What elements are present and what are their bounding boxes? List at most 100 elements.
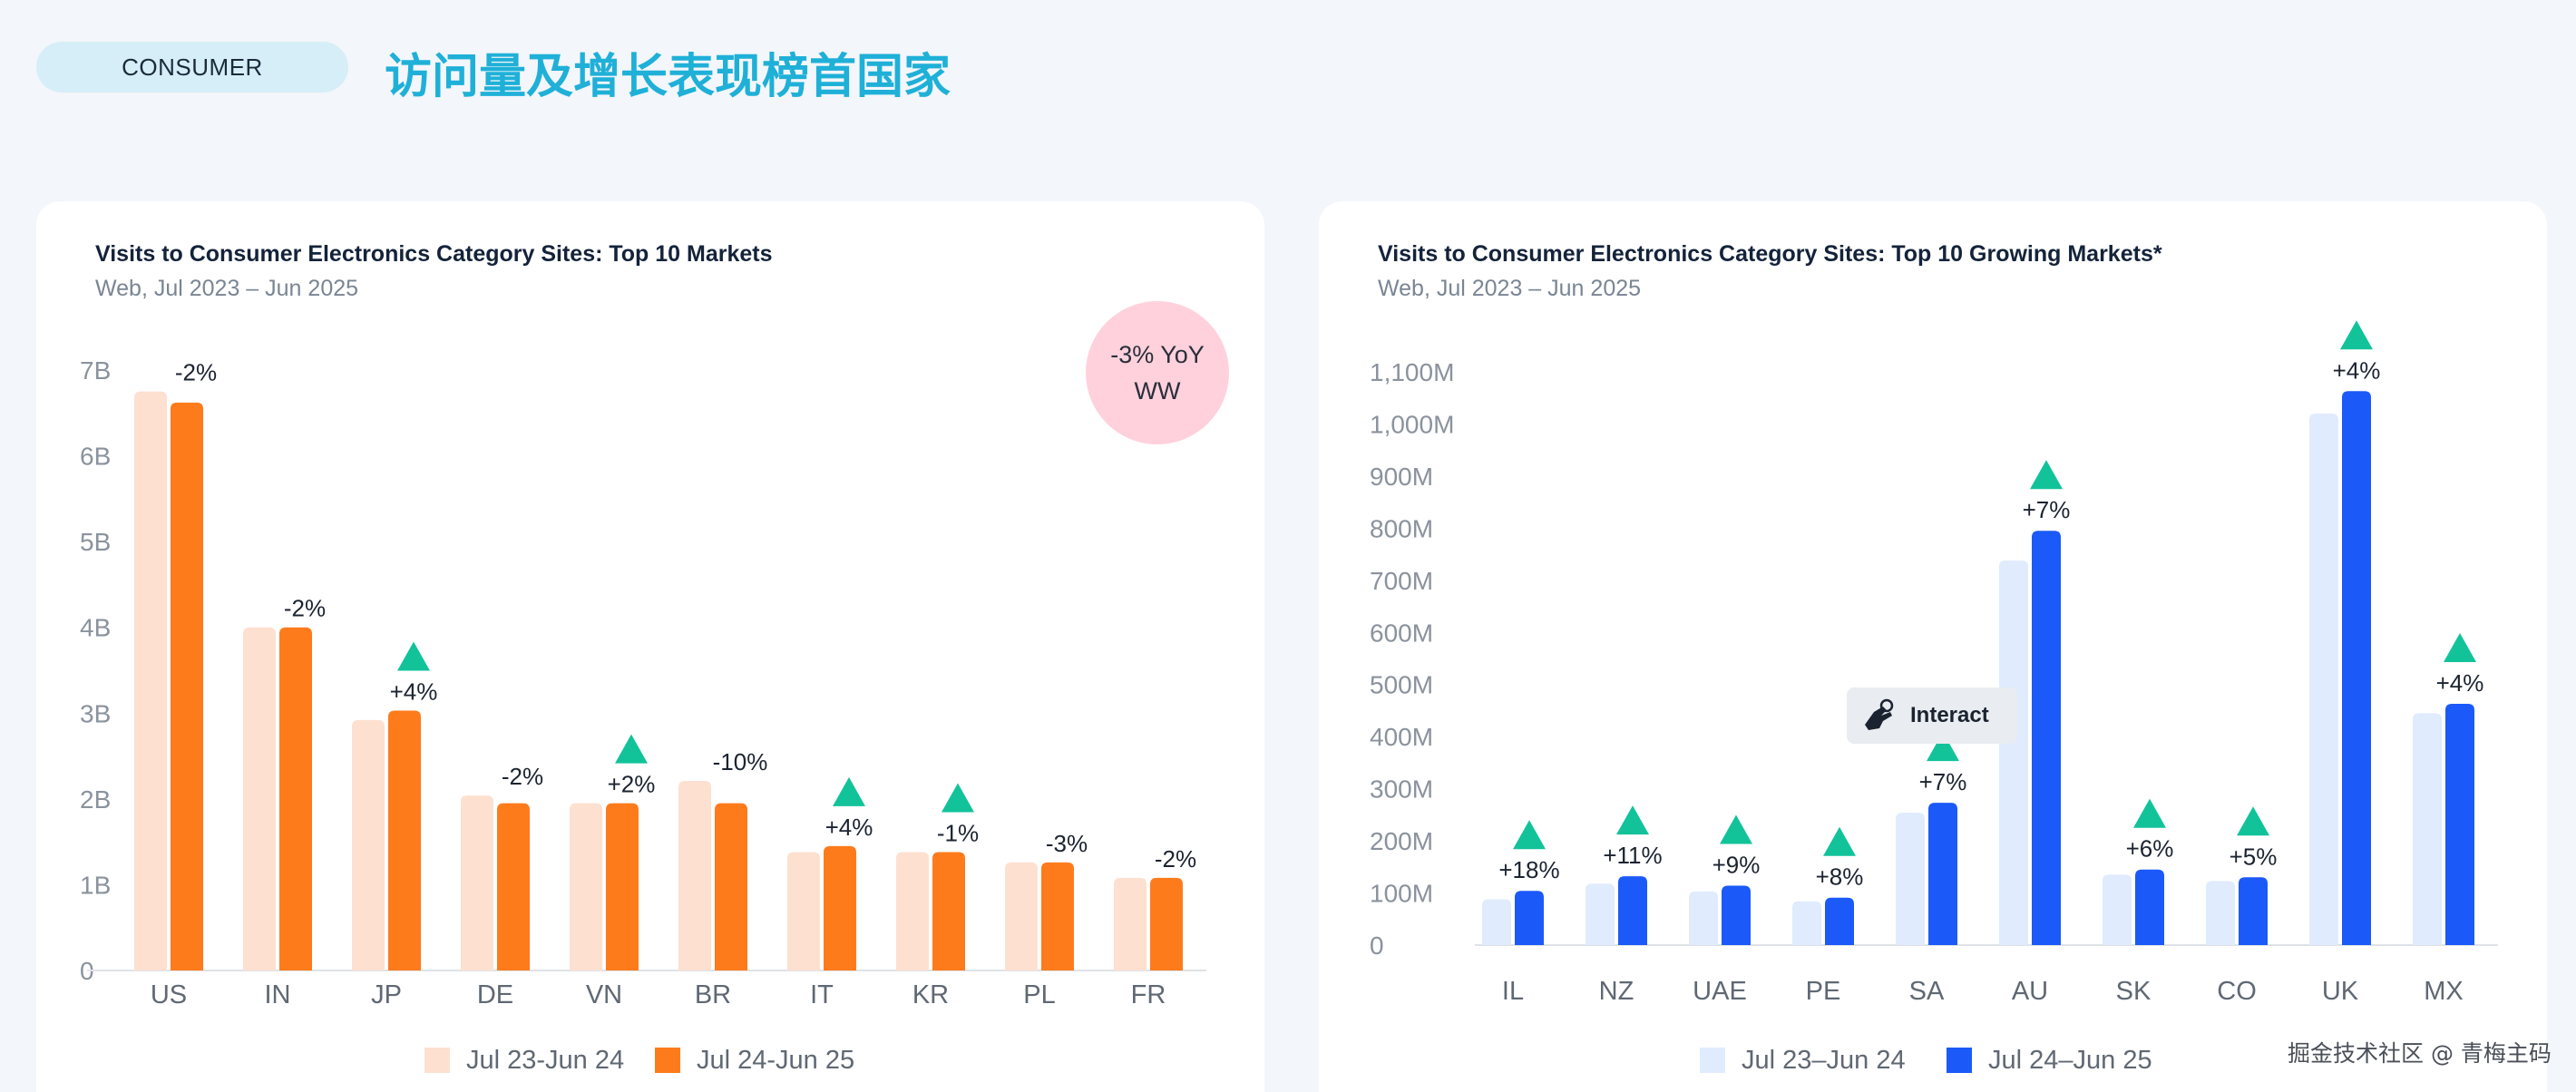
x-tick-label: CO — [2217, 977, 2257, 1006]
y-tick-label: 1B — [80, 871, 111, 899]
bar-current-period — [388, 710, 421, 970]
bar-current-period — [1825, 897, 1854, 945]
growth-up-triangle-icon — [833, 776, 865, 806]
interact-label: Interact — [1910, 703, 1989, 727]
legend-swatch — [655, 1048, 680, 1073]
yoy-badge-value: -3% YoY — [1110, 340, 1205, 368]
bar-current-period — [1722, 885, 1751, 945]
growth-up-triangle-icon — [942, 783, 974, 813]
y-tick-label: 6B — [80, 443, 111, 471]
bar-current-period — [606, 803, 639, 970]
x-tick-label: IN — [265, 980, 291, 1009]
chart-subtitle: Web, Jul 2023 – Jun 2025 — [1378, 276, 1642, 301]
data-label: +7% — [2023, 496, 2071, 523]
x-tick-label: IL — [1502, 977, 1524, 1006]
bar-current-period — [279, 627, 312, 970]
bar-previous-period — [2103, 874, 2132, 945]
bar-current-period — [171, 402, 203, 970]
data-label: +5% — [2230, 843, 2278, 870]
bar-previous-period — [2413, 713, 2442, 945]
bar-current-period — [824, 845, 856, 970]
data-label: -2% — [284, 595, 326, 622]
legend-label: Jul 24–Jun 25 — [1988, 1046, 2152, 1075]
legend-swatch — [1700, 1048, 1725, 1073]
data-label: +2% — [608, 771, 656, 798]
bar-current-period — [2445, 703, 2474, 945]
x-tick-label: SK — [2116, 977, 2152, 1006]
bar-previous-period — [896, 852, 929, 970]
y-tick-label: 400M — [1370, 723, 1433, 751]
page-title: 访问量及增长表现榜首国家 — [385, 50, 951, 104]
bar-current-period — [932, 852, 965, 970]
bar-current-period — [2032, 531, 2061, 945]
y-tick-label: 2B — [80, 785, 111, 814]
x-tick-label: FR — [1131, 980, 1166, 1009]
growing-markets-chart: 0 100M 200M 300M 400M 500M 600M 700M 800M 900M 1,0… — [1370, 320, 2498, 1075]
x-tick-label: VN — [586, 980, 622, 1009]
interact-button[interactable]: Interact — [1847, 687, 2017, 744]
y-tick-label: 100M — [1370, 880, 1433, 908]
data-label: +4% — [2436, 669, 2484, 697]
growth-up-triangle-icon — [2444, 632, 2476, 662]
data-label: -10% — [713, 748, 768, 775]
y-tick-label: 600M — [1370, 619, 1433, 647]
y-tick-label: 200M — [1370, 827, 1433, 855]
bar-current-period — [1928, 803, 1957, 945]
y-tick-label: 0 — [1370, 931, 1384, 960]
x-tick-label: AU — [2012, 977, 2048, 1006]
bar-previous-period — [2206, 881, 2235, 945]
x-tick-label: BR — [695, 980, 731, 1009]
bar-previous-period — [2309, 413, 2338, 945]
data-label: -2% — [175, 359, 217, 386]
growth-up-triangle-icon — [397, 641, 430, 671]
bar-current-period — [1515, 891, 1544, 945]
bar-previous-period — [352, 719, 385, 970]
bar-current-period — [1618, 876, 1647, 945]
bar-current-period — [497, 803, 530, 970]
growth-up-triangle-icon — [1513, 820, 1546, 850]
y-tick-label: 500M — [1370, 671, 1433, 699]
x-tick-label: PE — [1806, 977, 1841, 1006]
growth-up-triangle-icon — [1720, 814, 1752, 844]
y-tick-label: 0 — [80, 957, 94, 985]
y-tick-label: 700M — [1370, 567, 1433, 595]
data-label: +8% — [1816, 863, 1864, 891]
chart-subtitle: Web, Jul 2023 – Jun 2025 — [95, 276, 359, 301]
data-label: -2% — [502, 763, 543, 790]
bar-current-period — [2342, 391, 2371, 945]
x-tick-label: IT — [810, 980, 834, 1009]
category-pill: CONSUMER — [36, 42, 348, 93]
chart-title: Visits to Consumer Electronics Category … — [1378, 241, 2162, 267]
x-tick-label: SA — [1909, 977, 1945, 1006]
growth-up-triangle-icon — [1823, 826, 1856, 856]
x-tick-label: DE — [477, 980, 513, 1009]
legend-swatch — [1947, 1048, 1972, 1073]
growth-up-triangle-icon — [615, 734, 648, 764]
x-tick-label: KR — [912, 980, 949, 1009]
yoy-badge: -3% YoY WW — [1086, 301, 1229, 444]
y-tick-label: 900M — [1370, 463, 1433, 491]
x-tick-label: PL — [1023, 980, 1055, 1009]
y-tick-label: 4B — [80, 614, 111, 642]
data-label: +4% — [825, 814, 873, 841]
bar-previous-period — [1482, 899, 1511, 945]
data-label: -2% — [1155, 845, 1196, 873]
data-label: -1% — [937, 819, 979, 846]
bar-previous-period — [1005, 862, 1038, 970]
x-tick-label: UAE — [1693, 977, 1747, 1006]
growth-up-triangle-icon — [1927, 732, 1959, 762]
bar-previous-period — [1792, 901, 1821, 945]
growing-markets-chart-card: Visits to Consumer Electronics Category … — [1319, 201, 2547, 1092]
growth-up-triangle-icon — [1616, 805, 1649, 835]
top-markets-chart-card: Visits to Consumer Electronics Category … — [36, 201, 1264, 1092]
bar-previous-period — [1896, 813, 1925, 945]
bar-previous-period — [678, 780, 711, 970]
bar-previous-period — [461, 795, 493, 970]
y-tick-label: 5B — [80, 528, 111, 556]
category-pill-label: CONSUMER — [122, 53, 263, 81]
bar-current-period — [1041, 862, 1074, 970]
legend-label: Jul 23–Jun 24 — [1742, 1046, 1906, 1075]
pointer-hand-icon — [1865, 698, 1894, 730]
bar-previous-period — [1114, 877, 1147, 970]
bar-previous-period — [1586, 883, 1615, 945]
